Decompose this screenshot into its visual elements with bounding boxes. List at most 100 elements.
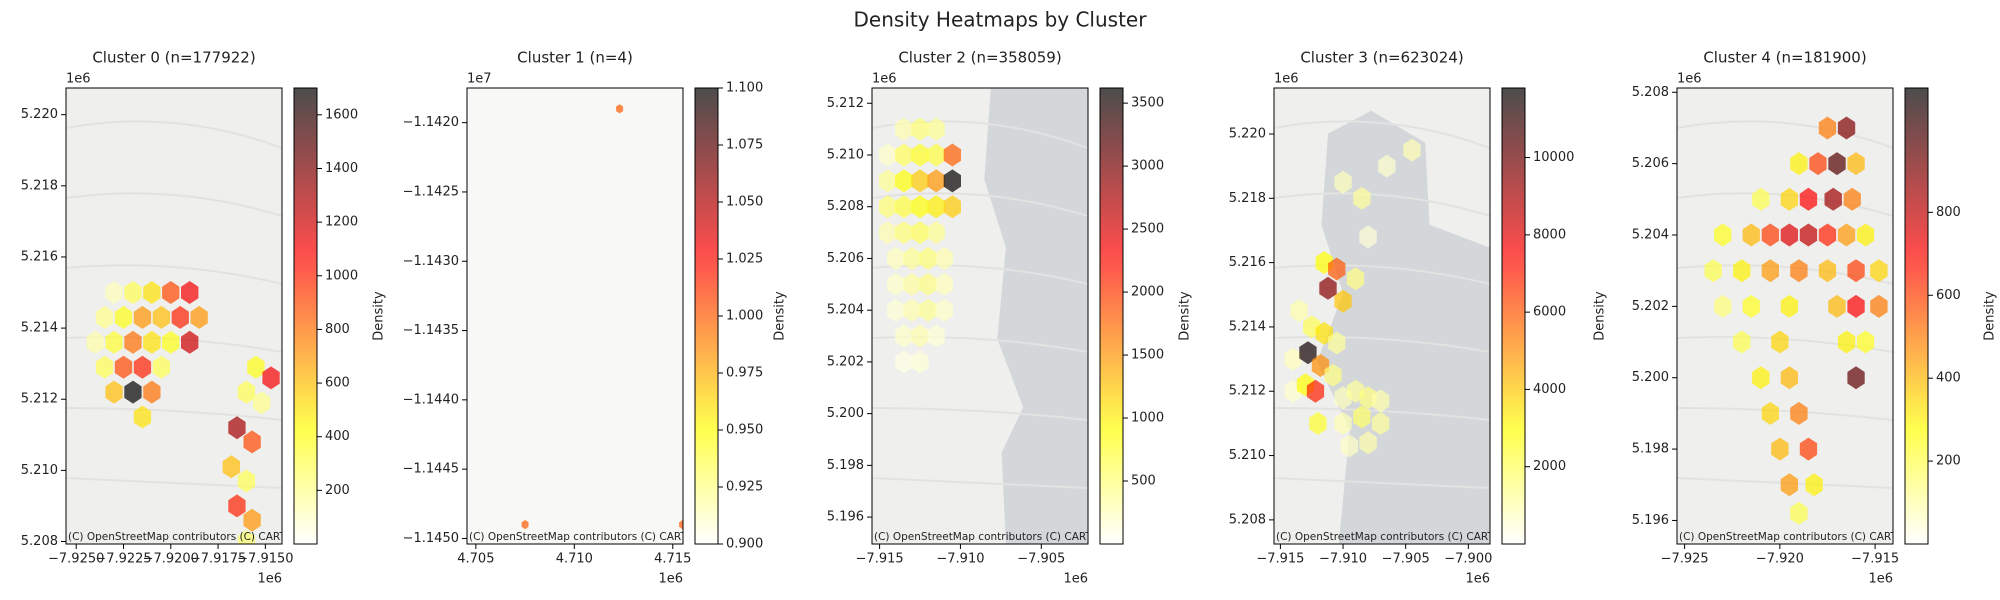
- hexbin-cell: [1818, 259, 1837, 283]
- y-tick-label: 5.220: [21, 107, 58, 122]
- road: [872, 407, 1088, 421]
- road: [1274, 120, 1490, 149]
- colorbar-tick-label: 1000: [1131, 411, 1164, 426]
- colorbar-tick-label: 500: [1131, 474, 1156, 489]
- colorbar-label: Density: [1983, 291, 1998, 341]
- x-offset: 1e6: [257, 572, 282, 587]
- y-tick-label: 5.208: [21, 534, 58, 549]
- hexbin-cell: [895, 117, 913, 141]
- y-tick-label: 5.198: [827, 458, 864, 473]
- y-offset: 1e6: [66, 72, 91, 87]
- hexbin-cell: [133, 355, 152, 379]
- hexbin-cell: [1334, 289, 1352, 313]
- hexbin-cell: [679, 520, 683, 530]
- hexbin-cell: [1353, 405, 1371, 429]
- y-tick-label: 5.210: [21, 463, 58, 478]
- hexbin-cell: [1818, 223, 1837, 247]
- road: [872, 477, 1088, 489]
- x-tick-label: −7.910: [936, 552, 984, 567]
- hexbin-cell: [1780, 366, 1798, 390]
- y-tick-label: 5.210: [827, 147, 864, 162]
- colorbar-tick-label: 2000: [1131, 285, 1164, 300]
- attribution: (C) OpenStreetMap contributors (C) CART: [68, 531, 286, 543]
- hexbin-cell: [943, 169, 961, 193]
- hexbin-cell: [1837, 116, 1856, 140]
- axes-frame: [1676, 87, 1894, 545]
- y-tick-label: 5.200: [1632, 370, 1669, 385]
- hexbin-cell: [895, 169, 913, 193]
- figure-title: Density Heatmaps by Cluster: [854, 8, 1148, 32]
- hexbin-cell: [171, 305, 189, 329]
- y-tick-label: 5.216: [21, 249, 58, 264]
- hexbin-cell: [1309, 411, 1327, 435]
- x-tick-label: −7.9250: [48, 552, 104, 567]
- hexbin-cell: [1790, 152, 1808, 176]
- colorbar-tick-label: 1.000: [726, 309, 763, 324]
- colorbar-tick-label: 1.025: [726, 252, 763, 267]
- y-tick-label: 5.218: [1229, 191, 1266, 206]
- hexbin-cell: [1403, 138, 1421, 162]
- hexbin-cell: [895, 195, 913, 219]
- colorbar: [694, 87, 719, 545]
- hexbin-cell: [124, 380, 142, 404]
- axes-frame: [466, 87, 684, 545]
- panel-title: Cluster 4 (n=181900): [1703, 49, 1866, 67]
- hexbin-cell: [919, 272, 937, 296]
- colorbar: [1501, 87, 1526, 545]
- hexbin-cell: [927, 324, 945, 348]
- hexbin-cell: [616, 104, 624, 114]
- hexbin-cell: [86, 330, 104, 354]
- y-tick-label: 5.218: [21, 178, 58, 193]
- y-tick-label: 5.208: [1632, 85, 1669, 100]
- x-tick-label: −7.9200: [143, 552, 199, 567]
- hexbin-cell: [1837, 330, 1856, 354]
- hexbin-cell: [1799, 437, 1818, 461]
- hexbin-cell: [1847, 366, 1865, 390]
- y-tick-label: 5.220: [1229, 126, 1266, 141]
- x-tick-label: −7.9225: [95, 552, 151, 567]
- colorbar-tick-label: 600: [1936, 288, 1961, 303]
- hexbin-cell: [895, 324, 913, 348]
- water: [1317, 110, 1490, 544]
- colorbar-tick-label: 1.100: [726, 81, 763, 96]
- hexbin-cell: [143, 330, 161, 354]
- hexbin-cell: [1324, 363, 1342, 387]
- hexbin-cell: [935, 247, 953, 270]
- colorbar-tick-label: 1200: [325, 215, 358, 230]
- y-tick-label: 5.208: [1229, 512, 1266, 527]
- axes-frame: [65, 87, 283, 545]
- colorbar-tick-label: 0.975: [726, 366, 763, 381]
- hexbin-cell: [927, 117, 945, 141]
- hexbin-cell: [228, 416, 246, 440]
- axes-frame: [1273, 87, 1491, 545]
- hexbin-cell: [911, 117, 929, 141]
- hexbin-cell: [1843, 187, 1861, 211]
- hexbin-cell: [152, 355, 170, 379]
- colorbar-tick-label: 1400: [325, 161, 358, 176]
- hexbin-cell: [181, 330, 199, 354]
- x-offset: 1e6: [1063, 572, 1088, 587]
- y-tick-label: −1.1445: [403, 462, 459, 477]
- hexbin-cell: [1847, 259, 1865, 283]
- road: [66, 192, 282, 217]
- colorbar-tick-label: 1000: [325, 268, 358, 283]
- hexbin-cell: [222, 455, 240, 479]
- road: [66, 477, 282, 489]
- hexbin-cell: [1761, 223, 1779, 247]
- hexbin-cell: [1818, 116, 1837, 140]
- y-tick-label: 5.200: [827, 406, 864, 421]
- attribution: (C) OpenStreetMap contributors (C) CART: [469, 531, 687, 543]
- plot-area: (C) OpenStreetMap contributors (C) CART: [66, 88, 286, 544]
- colorbar: [1904, 87, 1929, 545]
- hexbin-cell: [1856, 330, 1875, 354]
- hexbin-cell: [1828, 294, 1846, 318]
- x-tick-label: −7.905: [1382, 552, 1430, 567]
- hexbin-cell: [887, 272, 905, 296]
- colorbar-tick-label: 3000: [1131, 159, 1164, 174]
- y-tick-label: 5.206: [1632, 156, 1669, 171]
- colorbar-tick-label: 400: [1936, 371, 1961, 386]
- hexbin-cell: [521, 520, 529, 530]
- hexbin-cell: [927, 169, 945, 193]
- hexbin-cell: [911, 195, 929, 219]
- road: [66, 407, 282, 421]
